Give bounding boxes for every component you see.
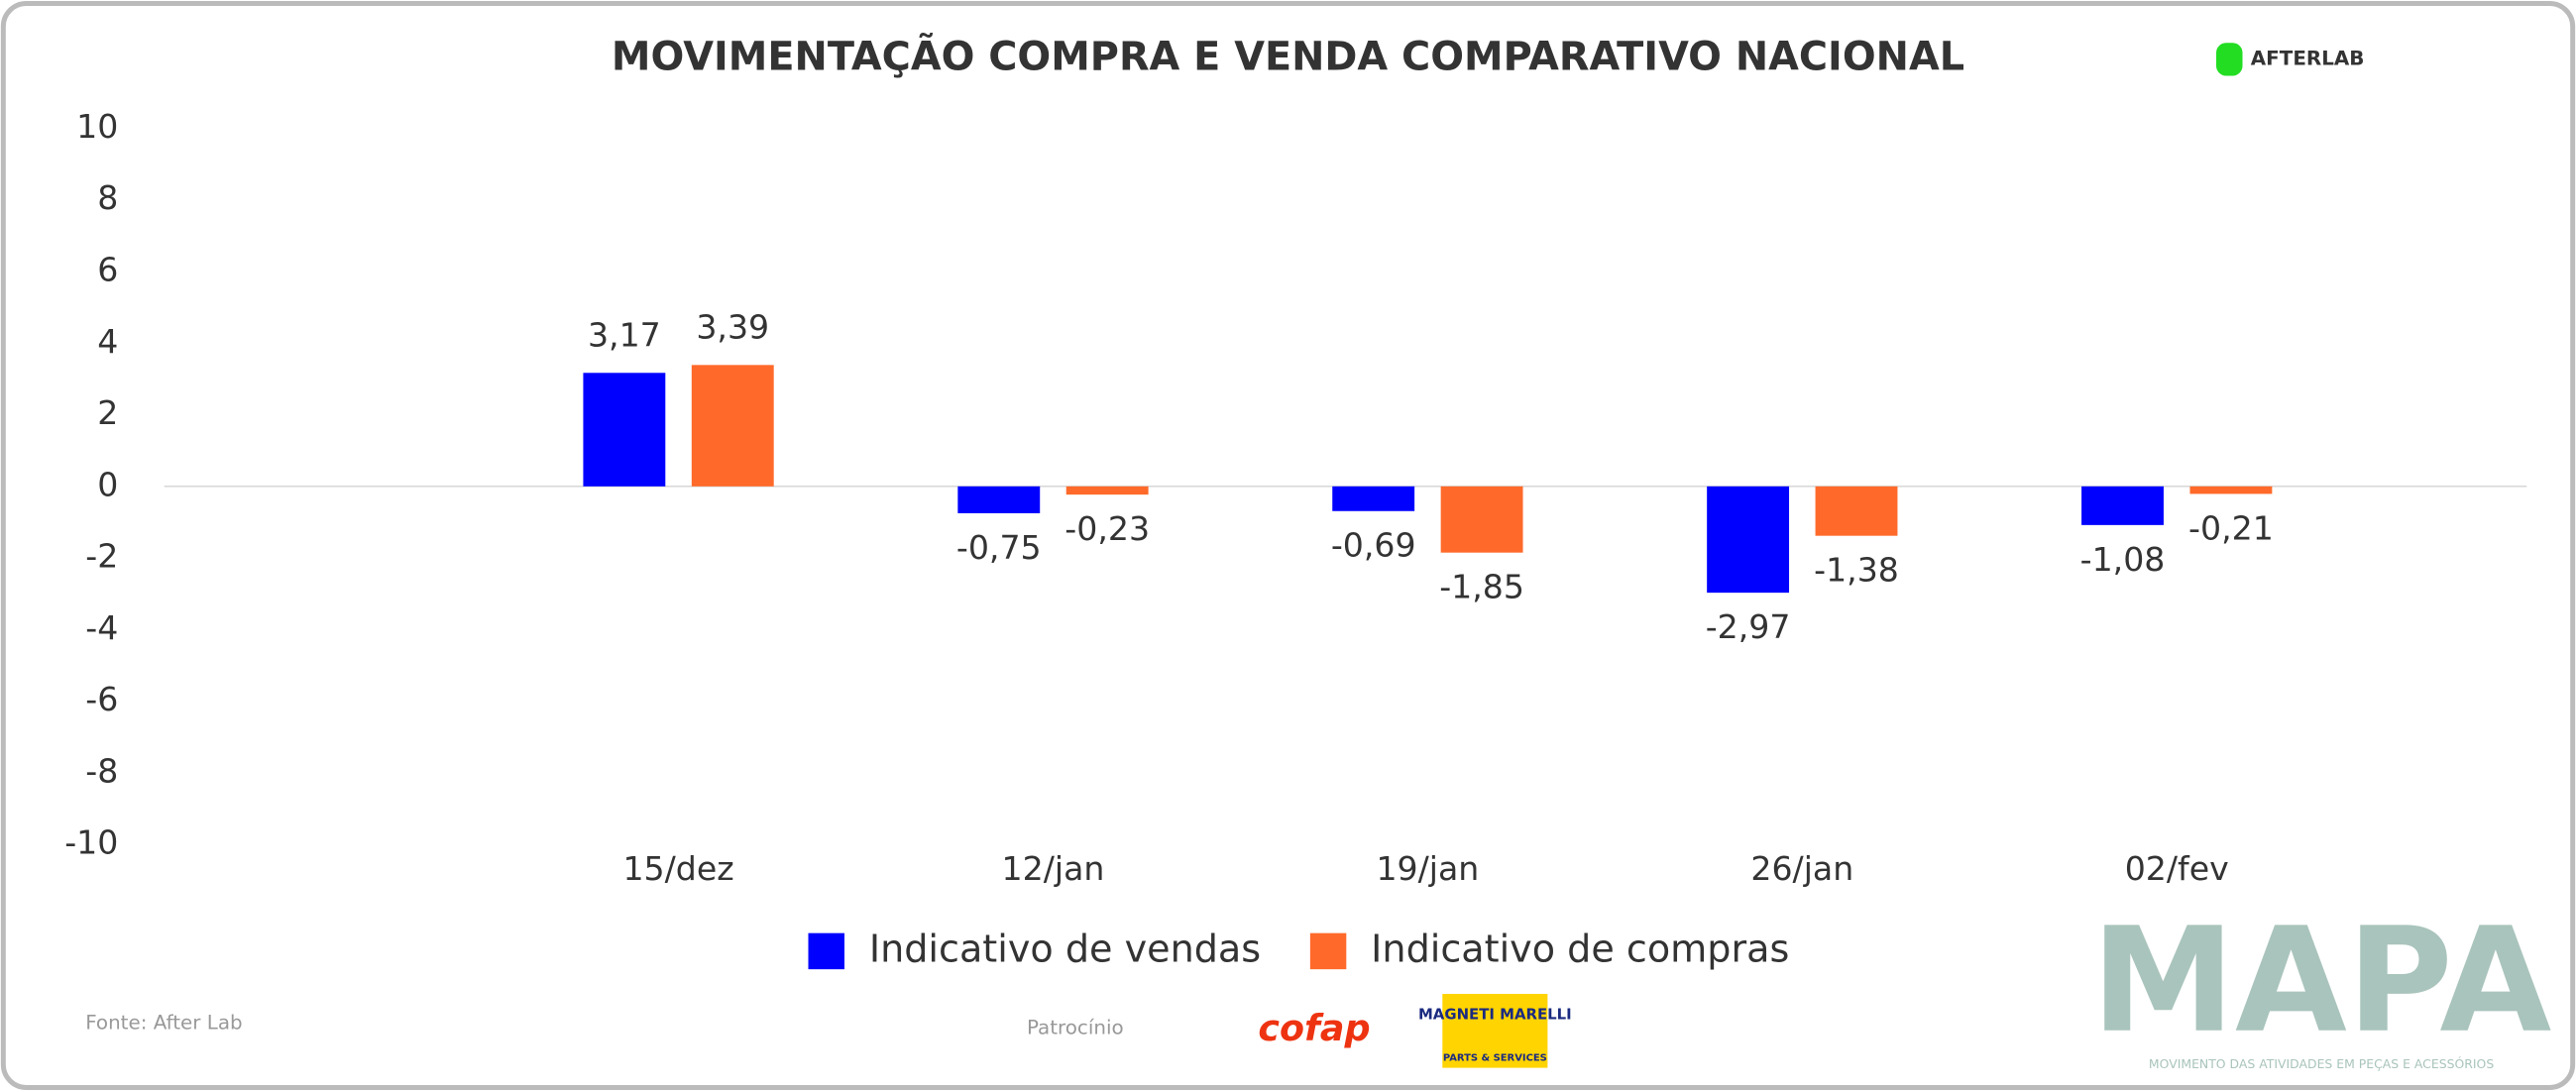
y-tick-label: -8 xyxy=(85,751,118,790)
chart-title: MOVIMENTAÇÃO COMPRA E VENDA COMPARATIVO … xyxy=(612,33,1964,79)
value-label: 3,39 xyxy=(696,307,769,346)
bar xyxy=(1065,486,1149,495)
bar xyxy=(2081,486,2164,525)
y-tick-label: 2 xyxy=(97,393,118,432)
sponsor-logo: MAGNETI MARELLI xyxy=(1418,1006,1572,1024)
sponsor-logo: cofap xyxy=(1258,1007,1370,1049)
value-label: -2,97 xyxy=(1706,607,1791,646)
y-tick-label: 10 xyxy=(76,107,118,146)
x-tick-label: 02/fev xyxy=(2125,849,2229,888)
x-tick-label: 15/dez xyxy=(622,849,733,888)
value-label: -0,75 xyxy=(956,528,1042,567)
value-label: -0,23 xyxy=(1064,509,1150,548)
y-tick-label: -6 xyxy=(85,680,118,718)
bar xyxy=(691,365,774,487)
bar xyxy=(1440,486,1523,553)
bar xyxy=(2189,486,2273,494)
legend-swatch xyxy=(808,932,844,970)
value-label: -1,85 xyxy=(1439,568,1524,606)
y-tick-label: 0 xyxy=(97,465,118,503)
bar xyxy=(1707,486,1790,594)
y-tick-label: 8 xyxy=(97,178,118,217)
brand-icon xyxy=(2216,43,2243,76)
value-label: 3,17 xyxy=(588,315,661,354)
source: Fonte: After Lab xyxy=(85,1011,242,1034)
x-tick-label: 26/jan xyxy=(1750,849,1853,888)
y-tick-label: 6 xyxy=(97,251,118,289)
sponsor-label: Patrocínio xyxy=(1027,1016,1124,1038)
bar xyxy=(1815,486,1898,536)
brand: AFTERLAB xyxy=(2251,47,2365,69)
value-label: -0,69 xyxy=(1331,526,1416,565)
y-tick-label: -2 xyxy=(85,537,118,576)
bar xyxy=(957,486,1041,513)
bar xyxy=(1332,486,1415,511)
x-tick-label: 19/jan xyxy=(1376,849,1479,888)
y-tick-label: -4 xyxy=(85,608,118,647)
logo-title: MAPA xyxy=(2091,898,2552,1065)
legend-label: Indicativo de vendas xyxy=(869,927,1261,970)
bar xyxy=(583,373,666,487)
value-label: -1,08 xyxy=(2080,540,2166,579)
y-tick-label: -10 xyxy=(64,823,118,862)
sponsor-box xyxy=(1442,994,1548,1068)
x-tick-label: 12/jan xyxy=(1002,849,1105,888)
logo-subtitle: MOVIMENTO DAS ATIVIDADES EM PEÇAS E ACES… xyxy=(2149,1056,2494,1071)
y-tick-label: 4 xyxy=(97,322,118,361)
legend-label: Indicativo de compras xyxy=(1371,927,1789,970)
value-label: -1,38 xyxy=(1814,551,1899,590)
sponsor-logo: PARTS & SERVICES xyxy=(1443,1053,1547,1064)
value-label: -0,21 xyxy=(2188,508,2274,547)
legend-swatch xyxy=(1309,932,1347,970)
